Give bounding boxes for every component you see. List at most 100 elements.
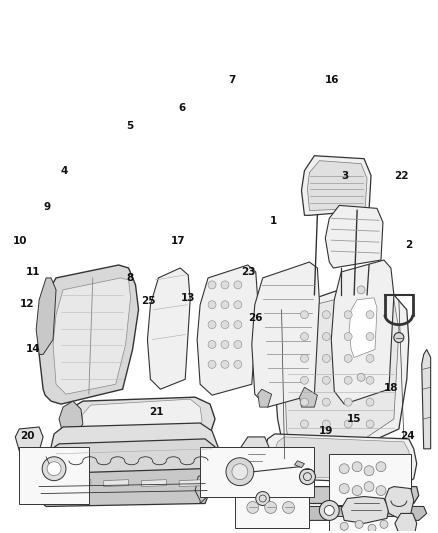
Polygon shape [300, 387, 318, 407]
Circle shape [208, 360, 216, 368]
Circle shape [232, 464, 248, 480]
Polygon shape [15, 427, 43, 451]
Circle shape [300, 420, 308, 428]
Text: 3: 3 [342, 172, 349, 181]
Circle shape [366, 420, 374, 428]
Circle shape [344, 311, 352, 319]
Circle shape [364, 482, 374, 491]
Circle shape [300, 469, 315, 484]
Text: 9: 9 [43, 202, 51, 212]
Text: 26: 26 [248, 313, 262, 324]
Circle shape [322, 354, 330, 362]
Circle shape [47, 462, 61, 475]
Polygon shape [104, 480, 129, 487]
Text: 12: 12 [19, 298, 34, 309]
Circle shape [376, 486, 386, 496]
Circle shape [300, 398, 308, 406]
Bar [329, 454, 411, 505]
Circle shape [283, 502, 294, 513]
Circle shape [322, 376, 330, 384]
Circle shape [221, 321, 229, 329]
Circle shape [324, 505, 334, 515]
Text: 21: 21 [148, 407, 163, 417]
Polygon shape [252, 262, 319, 407]
Polygon shape [45, 439, 220, 483]
Polygon shape [33, 469, 210, 506]
Polygon shape [179, 480, 204, 487]
Circle shape [208, 301, 216, 309]
Circle shape [364, 466, 374, 475]
Text: 25: 25 [141, 296, 155, 306]
Circle shape [366, 354, 374, 362]
Circle shape [300, 354, 308, 362]
Circle shape [340, 522, 348, 530]
Text: 2: 2 [405, 240, 412, 251]
Circle shape [355, 520, 363, 528]
Polygon shape [349, 298, 377, 358]
Polygon shape [395, 513, 417, 533]
Polygon shape [275, 290, 409, 459]
Polygon shape [66, 480, 91, 487]
Polygon shape [51, 423, 218, 469]
Circle shape [344, 354, 352, 362]
Polygon shape [240, 437, 270, 469]
Circle shape [234, 321, 242, 329]
Circle shape [42, 457, 66, 481]
Polygon shape [53, 278, 131, 394]
Polygon shape [250, 504, 427, 520]
Polygon shape [325, 205, 383, 268]
Circle shape [221, 281, 229, 289]
Bar [200, 447, 314, 497]
Circle shape [394, 333, 404, 343]
Polygon shape [258, 389, 272, 407]
Circle shape [344, 333, 352, 341]
Polygon shape [285, 295, 399, 449]
Text: 7: 7 [228, 75, 236, 85]
Circle shape [366, 311, 374, 319]
Polygon shape [141, 480, 166, 487]
Polygon shape [301, 156, 371, 215]
Circle shape [322, 398, 330, 406]
Circle shape [380, 520, 388, 528]
Polygon shape [39, 265, 138, 404]
Circle shape [344, 398, 352, 406]
Polygon shape [148, 268, 190, 389]
Circle shape [256, 491, 270, 505]
Polygon shape [81, 399, 202, 447]
Polygon shape [331, 260, 394, 404]
Circle shape [234, 341, 242, 349]
Circle shape [322, 333, 330, 341]
Circle shape [366, 333, 374, 341]
Text: 16: 16 [325, 75, 339, 85]
Circle shape [368, 524, 376, 532]
Circle shape [339, 464, 349, 474]
Circle shape [366, 376, 374, 384]
Circle shape [300, 376, 308, 384]
Circle shape [357, 373, 365, 381]
Circle shape [319, 500, 339, 520]
Text: 4: 4 [61, 166, 68, 176]
Circle shape [247, 502, 259, 513]
Circle shape [208, 321, 216, 329]
Polygon shape [307, 160, 367, 211]
Polygon shape [422, 350, 431, 449]
Polygon shape [36, 278, 56, 354]
Bar [19, 447, 89, 504]
Circle shape [352, 486, 362, 496]
Circle shape [234, 301, 242, 309]
Circle shape [221, 341, 229, 349]
Circle shape [352, 462, 362, 472]
Polygon shape [341, 497, 389, 523]
Polygon shape [385, 487, 414, 519]
Circle shape [221, 360, 229, 368]
Polygon shape [195, 471, 215, 504]
Circle shape [322, 311, 330, 319]
Text: 15: 15 [346, 414, 361, 424]
Circle shape [376, 462, 386, 472]
Circle shape [234, 360, 242, 368]
Polygon shape [33, 473, 56, 500]
Circle shape [234, 281, 242, 289]
Circle shape [300, 311, 308, 319]
Text: 10: 10 [12, 236, 27, 246]
Text: 6: 6 [178, 103, 186, 112]
